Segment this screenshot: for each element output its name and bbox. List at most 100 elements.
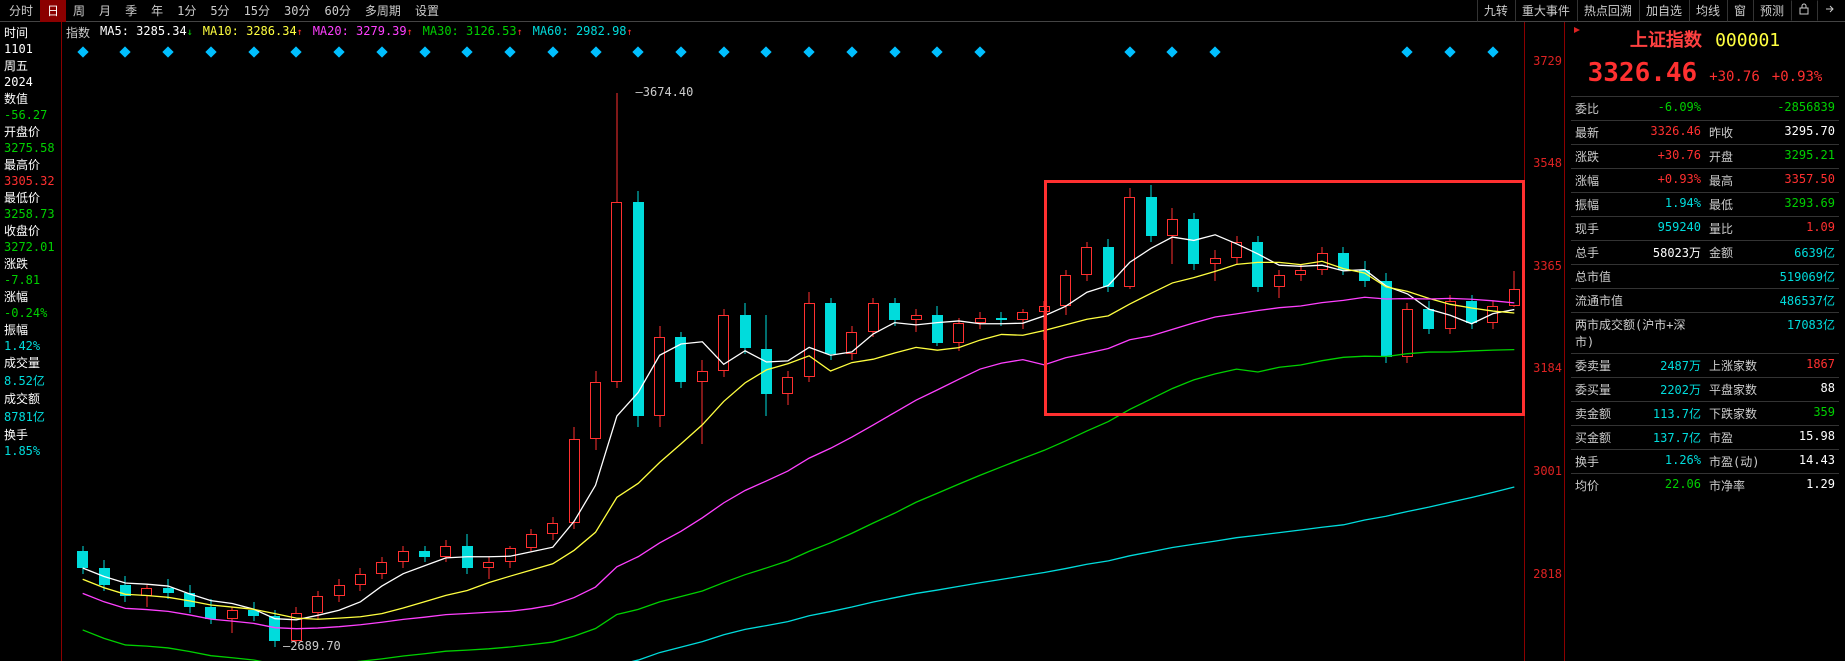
ma-legend-item: MA5: 3285.34↓ bbox=[100, 24, 193, 41]
timeframe-tab-12[interactable]: 设置 bbox=[408, 0, 446, 22]
last-price: 3326.46 bbox=[1588, 58, 1698, 88]
timeframe-tab-3[interactable]: 月 bbox=[92, 0, 118, 22]
timeframe-tab-6[interactable]: 1分 bbox=[170, 0, 203, 22]
toolbar-btn[interactable]: 加自选 bbox=[1639, 0, 1689, 22]
candle bbox=[269, 22, 280, 661]
quote-value: 2487万 bbox=[1660, 357, 1701, 374]
timeframe-tab-2[interactable]: 周 bbox=[66, 0, 92, 22]
left-value: -56.27 bbox=[4, 108, 57, 122]
y-tick: 3548 bbox=[1533, 156, 1562, 170]
timeframe-tab-10[interactable]: 60分 bbox=[317, 0, 357, 22]
quote-value: 113.7亿 bbox=[1653, 405, 1701, 422]
toolbar-btn[interactable]: 热点回溯 bbox=[1577, 0, 1639, 22]
quote-key: 涨跌 bbox=[1575, 148, 1599, 165]
candle bbox=[889, 22, 900, 661]
left-value: 1.42% bbox=[4, 339, 57, 353]
y-axis: 372935483365318430012818 bbox=[1524, 22, 1564, 661]
left-info-panel: 时间1101周五2024数值-56.27开盘价3275.58最高价3305.32… bbox=[0, 22, 62, 661]
left-value: 3258.73 bbox=[4, 207, 57, 221]
timeframe-tab-5[interactable]: 年 bbox=[144, 0, 170, 22]
quote-row: 均价22.06市净率1.29 bbox=[1571, 473, 1839, 497]
price-change-pct: +0.93% bbox=[1772, 69, 1823, 85]
toolbar-btn[interactable]: 均线 bbox=[1689, 0, 1727, 22]
toolbar-btn[interactable]: 窗 bbox=[1727, 0, 1753, 22]
left-value: 涨跌 bbox=[4, 255, 57, 272]
candle bbox=[376, 22, 387, 661]
candle bbox=[590, 22, 601, 661]
quote-value: 1.29 bbox=[1806, 477, 1835, 494]
quote-row: 流通市值486537亿 bbox=[1571, 288, 1839, 312]
candle bbox=[291, 22, 302, 661]
price-change: +30.76 bbox=[1709, 69, 1760, 85]
candle bbox=[654, 22, 665, 661]
left-value: 数值 bbox=[4, 90, 57, 107]
left-value: 最高价 bbox=[4, 156, 57, 173]
diamond-marker bbox=[633, 46, 644, 57]
quote-key: 上涨家数 bbox=[1709, 357, 1757, 374]
lock-icon[interactable] bbox=[1791, 0, 1817, 21]
index-code: 000001 bbox=[1715, 30, 1780, 51]
diamond-marker bbox=[889, 46, 900, 57]
candle bbox=[483, 22, 494, 661]
candle bbox=[975, 22, 986, 661]
diamond-marker bbox=[248, 46, 259, 57]
quote-panel: 上证指数 000001 3326.46 +30.76 +0.93% 委比-6.0… bbox=[1565, 22, 1845, 661]
diamond-marker bbox=[333, 46, 344, 57]
quote-value: -6.09% bbox=[1658, 100, 1701, 117]
quote-value: 486537亿 bbox=[1780, 292, 1835, 309]
left-value: 开盘价 bbox=[4, 123, 57, 140]
quote-value: 3326.46 bbox=[1650, 124, 1701, 141]
diamond-marker bbox=[804, 46, 815, 57]
candle bbox=[205, 22, 216, 661]
quote-row: 委买量2202万平盘家数88 bbox=[1571, 377, 1839, 401]
timeframe-tab-4[interactable]: 季 bbox=[118, 0, 144, 22]
diamond-marker bbox=[376, 46, 387, 57]
toolbar-btn[interactable]: 重大事件 bbox=[1515, 0, 1577, 22]
timeframe-tab-9[interactable]: 30分 bbox=[277, 0, 317, 22]
candle bbox=[697, 22, 708, 661]
timeframe-tab-0[interactable]: 分时 bbox=[2, 0, 40, 22]
left-value: 成交额 bbox=[4, 390, 57, 407]
candle bbox=[227, 22, 238, 661]
diamond-marker bbox=[419, 46, 430, 57]
quote-value: 2202万 bbox=[1660, 381, 1701, 398]
candle bbox=[77, 22, 88, 661]
diamond-marker bbox=[761, 46, 772, 57]
toolbar-btn[interactable]: 九转 bbox=[1477, 0, 1515, 22]
quote-value: 3357.50 bbox=[1784, 172, 1835, 189]
ma-legend-item: MA20: 3279.39↑ bbox=[313, 24, 413, 41]
diamond-marker bbox=[1487, 46, 1498, 57]
quote-value: +0.93% bbox=[1658, 172, 1701, 189]
candle bbox=[1445, 22, 1456, 661]
quote-key: 金额 bbox=[1709, 244, 1733, 261]
low-price-label: —2689.70 bbox=[283, 639, 341, 653]
quote-key: 昨收 bbox=[1709, 124, 1733, 141]
quote-key: 涨幅 bbox=[1575, 172, 1599, 189]
y-tick: 3365 bbox=[1533, 259, 1562, 273]
quote-value: 137.7亿 bbox=[1653, 429, 1701, 446]
candle bbox=[569, 22, 580, 661]
left-value: -0.24% bbox=[4, 306, 57, 320]
left-value: 周五 bbox=[4, 57, 57, 74]
diamond-marker bbox=[504, 46, 515, 57]
toolbar-btn[interactable]: 预测 bbox=[1753, 0, 1791, 22]
timeframe-tab-1[interactable]: 日 bbox=[40, 0, 66, 22]
candlestick-chart[interactable]: 指数MA5: 3285.34↓MA10: 3286.34↑MA20: 3279.… bbox=[62, 22, 1565, 661]
candle bbox=[1252, 22, 1263, 661]
candle bbox=[505, 22, 516, 661]
expand-icon[interactable] bbox=[1571, 24, 1583, 39]
diamond-marker bbox=[547, 46, 558, 57]
candle bbox=[1317, 22, 1328, 661]
timeframe-tab-8[interactable]: 15分 bbox=[237, 0, 277, 22]
forward-icon[interactable] bbox=[1817, 0, 1843, 21]
timeframe-tab-7[interactable]: 5分 bbox=[203, 0, 236, 22]
diamond-marker bbox=[1124, 46, 1135, 57]
candle bbox=[740, 22, 751, 661]
quote-value: 1867 bbox=[1806, 357, 1835, 374]
left-value: 2024 bbox=[4, 75, 57, 89]
candle bbox=[675, 22, 686, 661]
quote-key: 最低 bbox=[1709, 196, 1733, 213]
timeframe-tab-11[interactable]: 多周期 bbox=[358, 0, 408, 22]
diamond-marker bbox=[120, 46, 131, 57]
candle bbox=[1060, 22, 1071, 661]
